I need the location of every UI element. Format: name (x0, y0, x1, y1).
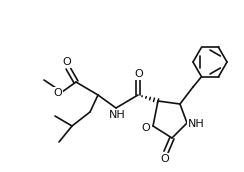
Text: O: O (54, 88, 62, 98)
Text: O: O (161, 154, 169, 164)
Text: O: O (135, 69, 143, 79)
Text: O: O (142, 123, 150, 133)
Text: NH: NH (109, 110, 125, 120)
Text: NH: NH (188, 119, 204, 129)
Text: O: O (63, 57, 71, 67)
